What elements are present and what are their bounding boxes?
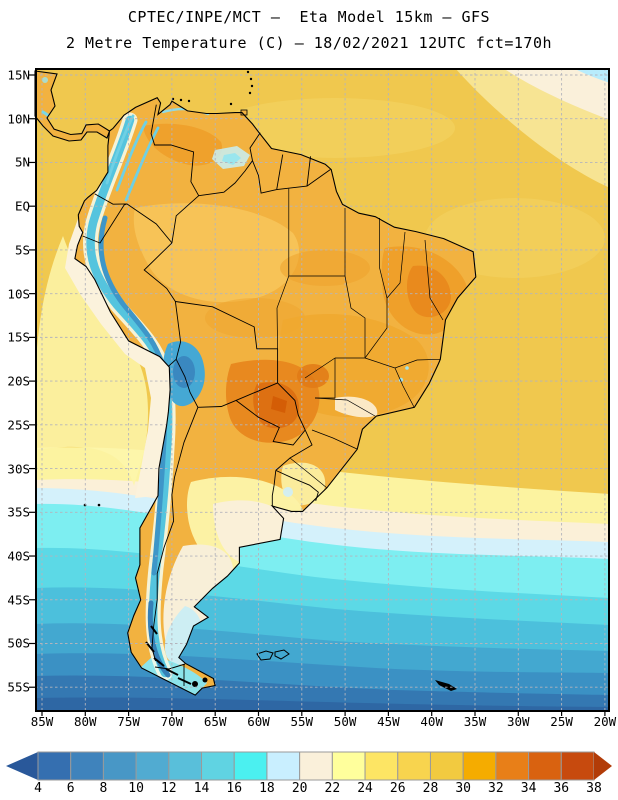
colorbar-tick-label: 38	[586, 781, 602, 796]
lon-tick-label: 35W	[463, 714, 487, 729]
colorbar-segment	[429, 751, 464, 781]
colorbar-left-arrow	[6, 752, 38, 780]
colorbar-tick-label: 32	[488, 781, 504, 796]
colorbar-segment	[233, 751, 268, 781]
colorbar-tick-label: 4	[34, 781, 42, 796]
lat-tick-label: 15S	[7, 329, 30, 345]
colorbar-tick-label: 22	[324, 781, 341, 796]
colorbar-segment	[495, 751, 530, 781]
colombia-cordilleras	[105, 114, 160, 202]
colorbar-tick-label: 14	[193, 781, 210, 796]
colorbar-segment	[37, 751, 72, 781]
lon-tick-label: 40W	[420, 714, 443, 729]
map-canvas	[29, 68, 610, 716]
south-georgia-island	[435, 680, 457, 691]
colorbar-tick-label: 36	[553, 781, 570, 796]
colorbar-tick-label: 12	[160, 781, 177, 796]
colorbar-segment	[528, 751, 562, 781]
lon-tick-label: 65W	[203, 714, 227, 729]
lat-tick-label: 25S	[7, 417, 30, 433]
colorbar-segment	[462, 751, 497, 781]
lat-tick-label: 5S	[14, 242, 30, 258]
lat-tick-label: 55S	[7, 679, 30, 695]
lat-tick-label: 20S	[7, 373, 30, 389]
magellan-strait	[154, 663, 186, 670]
lon-tick-label: 45W	[377, 714, 400, 729]
lon-tick-label: 25W	[550, 714, 573, 729]
lat-tick-label: EQ	[14, 198, 30, 214]
colorbar-tick-label: 34	[520, 781, 537, 796]
lon-tick-label: 20W	[593, 714, 617, 729]
lon-tick-label: 80W	[74, 714, 97, 729]
small-islands	[83, 70, 254, 507]
colorbar-segment	[397, 751, 431, 781]
lon-tick-label: 70W	[160, 714, 184, 729]
colorbar-segment	[168, 751, 203, 781]
lon-tick-label: 30W	[507, 714, 530, 729]
title-line-1: CPTEC/INPE/MCT – Eta Model 15km – GFS	[127, 8, 491, 26]
title-line-2: 2 Metre Temperature (C) – 18/02/2021 12U…	[65, 34, 553, 52]
lon-tick-label: 75W	[117, 714, 140, 729]
colorbar-tick-label: 18	[259, 781, 275, 796]
gridlines	[35, 68, 610, 712]
colorbar-right-arrow	[594, 752, 612, 780]
country-borders	[34, 70, 477, 696]
colorbar-segment	[266, 751, 301, 781]
lat-tick-label: 50S	[7, 635, 30, 651]
colorbar-tick-label: 28	[422, 781, 439, 796]
colorbar-segment	[560, 751, 595, 781]
lat-tick-label: 40S	[7, 548, 30, 564]
colorbar-segment	[70, 751, 104, 781]
colorbar-segment	[102, 751, 137, 781]
map-frame	[35, 68, 610, 712]
axis-ticks	[29, 74, 606, 716]
lat-tick-label: 15N	[7, 67, 30, 83]
colorbar-tick-label: 6	[66, 781, 75, 796]
colorbar-tick-label: 24	[357, 781, 373, 796]
lon-tick-label: 55W	[290, 714, 314, 729]
colorbar-tick-label: 10	[128, 781, 144, 796]
colorbar-tick-label: 20	[291, 781, 308, 796]
colorbar-tick-label: 30	[455, 781, 471, 796]
lat-tick-label: 5N	[14, 154, 30, 170]
colorbar-tick-label: 26	[389, 781, 406, 796]
lat-tick-label: 35S	[7, 504, 30, 520]
colorbar-segment	[135, 751, 170, 781]
lat-tick-label: 30S	[7, 461, 30, 477]
colorbar	[6, 751, 612, 781]
colorbar-tick-label: 8	[99, 781, 108, 796]
lon-tick-label: 60W	[247, 714, 270, 729]
lat-tick-label: 10N	[7, 111, 30, 127]
colorbar-segment	[364, 751, 399, 781]
lon-tick-label: 50W	[333, 714, 357, 729]
lat-tick-label: 10S	[7, 286, 30, 302]
colorbar-segment	[299, 751, 333, 781]
falkland-islands	[256, 649, 290, 661]
colorbar-tick-label: 16	[226, 781, 243, 796]
brazil-state-borders	[276, 188, 444, 489]
lat-tick-label: 45S	[7, 592, 30, 608]
colorbar-segment	[331, 751, 366, 781]
lon-tick-label: 85W	[30, 714, 54, 729]
colorbar-segment	[201, 751, 235, 781]
